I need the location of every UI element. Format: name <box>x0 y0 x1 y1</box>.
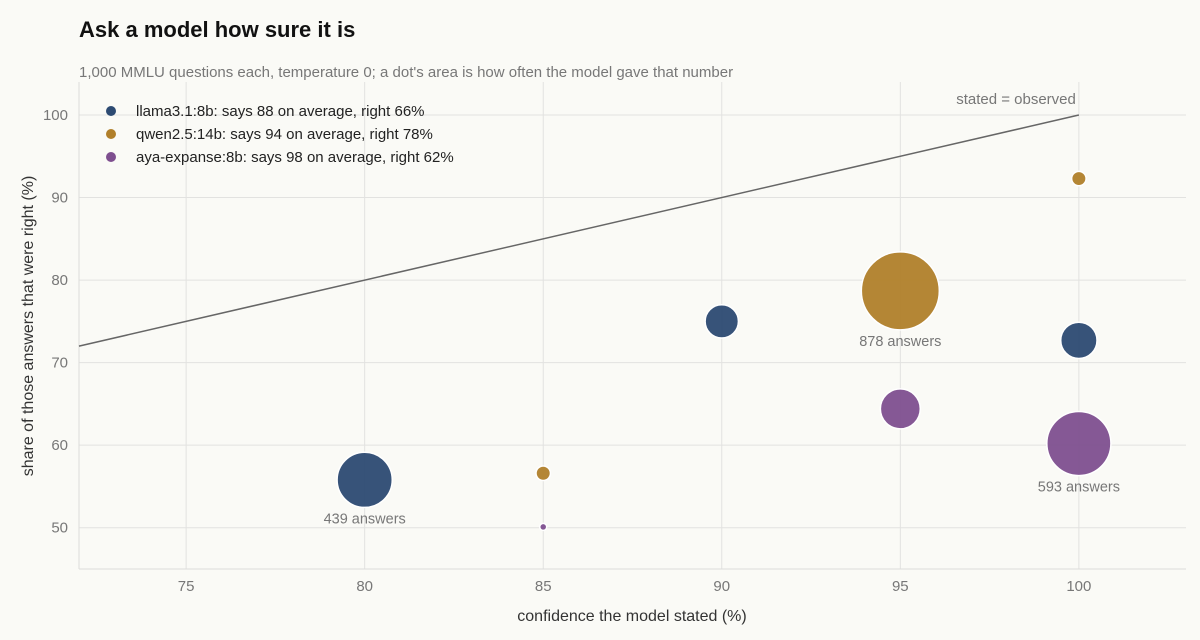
y-axis-label: share of those answers that were right (… <box>20 176 37 477</box>
data-point <box>879 388 922 430</box>
y-tick-label: 80 <box>51 272 68 289</box>
data-point <box>1046 410 1112 477</box>
x-tick-label: 80 <box>356 578 373 595</box>
x-tick-label: 85 <box>535 578 552 595</box>
legend-marker <box>106 106 116 116</box>
y-tick-label: 100 <box>43 107 68 124</box>
legend-entry: qwen2.5:14b: says 94 on average, right 7… <box>136 126 433 143</box>
data-point <box>535 465 552 482</box>
data-point <box>1070 170 1087 187</box>
y-tick-label: 60 <box>51 437 68 454</box>
legend-marker <box>106 152 116 162</box>
legend-entry: llama3.1:8b: says 88 on average, right 6… <box>136 103 425 120</box>
y-tick-label: 90 <box>51 190 68 207</box>
reference-line-group: stated = observed <box>78 91 1080 347</box>
point-annotation: 878 answers <box>859 334 941 350</box>
y-tick-label: 50 <box>51 520 68 537</box>
data-point <box>860 251 941 331</box>
legend-marker <box>106 129 116 139</box>
data-point <box>538 522 548 532</box>
reference-line-label: stated = observed <box>956 91 1076 108</box>
chart-subtitle: 1,000 MMLU questions each, temperature 0… <box>79 64 734 81</box>
x-tick-label: 75 <box>178 578 195 595</box>
reference-line <box>78 114 1080 347</box>
y-tick-label: 70 <box>51 355 68 372</box>
data-point <box>336 451 394 509</box>
annotations: 439 answers 878 answers 593 answers <box>324 334 1120 528</box>
point-annotation: 439 answers <box>324 511 406 527</box>
ticks: 75 80 85 90 95 100 50 60 70 80 90 100 <box>43 107 1091 595</box>
point-annotation: 593 answers <box>1038 480 1120 496</box>
data-point <box>1059 321 1098 360</box>
data-point <box>704 303 740 339</box>
chart-title: Ask a model how sure it is <box>79 17 356 42</box>
x-tick-label: 100 <box>1066 578 1091 595</box>
legend: llama3.1:8b: says 88 on average, right 6… <box>106 103 454 166</box>
x-tick-label: 95 <box>892 578 909 595</box>
legend-entry: aya-expanse:8b: says 98 on average, righ… <box>136 149 454 166</box>
data-points <box>336 170 1112 532</box>
x-axis-label: confidence the model stated (%) <box>517 608 746 625</box>
x-tick-label: 90 <box>713 578 730 595</box>
